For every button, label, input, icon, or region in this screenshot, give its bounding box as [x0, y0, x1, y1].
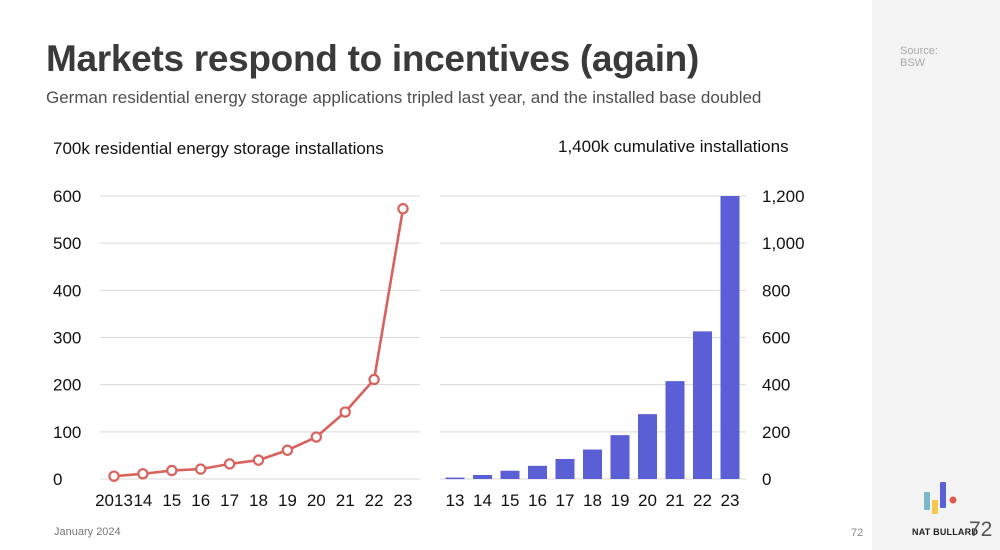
logo-dot-red	[949, 496, 957, 504]
logo-bar-teal	[924, 492, 930, 510]
line-chart-point	[166, 464, 178, 477]
page-subtitle: German residential energy storage applic…	[46, 88, 762, 107]
bar-chart-y-tick: 800	[762, 281, 790, 300]
line-chart-y-tick: 500	[53, 234, 81, 253]
bar-chart-x-tick: 17	[556, 491, 575, 510]
source-label: Source:	[900, 45, 938, 57]
line-chart-point	[223, 458, 236, 470]
line-chart-point	[137, 468, 149, 480]
bar-chart-x-tick: 22	[693, 491, 712, 510]
line-chart-point	[194, 463, 207, 475]
source-note: Source: BSW	[900, 45, 938, 69]
line-chart-point	[281, 444, 294, 456]
line-chart-x-tick: 2013	[95, 491, 133, 510]
bar-chart-bar	[473, 474, 492, 479]
bar-chart-x-tick: 16	[528, 491, 547, 510]
page-title: Markets respond to incentives (again)	[46, 38, 700, 79]
line-chart-title: 700k residential energy storage installa…	[53, 139, 384, 158]
bar-chart-bar	[583, 449, 602, 479]
bar-chart-x-tick: 15	[501, 491, 520, 510]
bar-chart-bar	[720, 196, 740, 479]
bar-chart-x-tick: 19	[611, 491, 630, 510]
bar-chart-x-tick: 21	[666, 491, 685, 510]
line-chart-x-tick: 23	[394, 491, 413, 510]
line-chart-y-tick: 0	[53, 470, 62, 489]
brand-name: NAT BULLARD	[912, 527, 979, 537]
bar-chart-y-tick: 200	[762, 423, 790, 442]
line-chart-point	[108, 470, 120, 482]
source-value: BSW	[900, 57, 926, 69]
bar-chart-bar	[693, 331, 712, 479]
line-chart-point	[397, 203, 409, 215]
line-chart-point	[252, 454, 265, 466]
bar-chart-bar	[500, 470, 520, 479]
line-chart-point	[368, 373, 380, 386]
bar-chart-bar	[665, 381, 685, 479]
logo-bar-blue	[940, 482, 946, 508]
line-chart-x-tick: 16	[191, 491, 210, 510]
line-chart-y-tick: 300	[53, 329, 81, 348]
brand-logo-icon	[924, 482, 957, 514]
line-chart-x-tick: 18	[249, 491, 268, 510]
line-chart-x-tick: 20	[307, 491, 326, 510]
line-chart-series-line	[113, 208, 405, 478]
bar-chart-bar	[445, 477, 465, 480]
footer-date: January 2024	[54, 526, 121, 538]
bar-chart-bar	[638, 414, 657, 479]
logo-bar-yellow	[932, 500, 938, 514]
line-chart-x-tick: 15	[162, 491, 181, 510]
bar-chart-x-tick: 14	[473, 491, 492, 510]
bar-chart-y-tick: 1,200	[762, 187, 805, 206]
bar-chart-x-tick: 18	[583, 491, 602, 510]
line-chart-y-tick: 400	[53, 281, 81, 300]
line-chart-x-tick: 17	[220, 491, 239, 510]
line-chart-x-tick: 19	[278, 491, 297, 510]
footer-page-number: 72	[851, 527, 864, 539]
line-chart-point	[339, 406, 351, 418]
bar-chart-title: 1,400k cumulative installations	[558, 137, 789, 156]
bar-chart-bar	[528, 465, 547, 479]
bar-chart-y-tick: 400	[762, 376, 790, 395]
bar-chart-y-tick: 1,000	[762, 234, 805, 253]
line-chart-y-tick: 200	[53, 376, 81, 395]
line-chart-x-tick: 14	[133, 491, 152, 510]
line-chart-point	[310, 431, 322, 443]
bar-chart-bar	[555, 458, 575, 479]
bar-chart-x-tick: 13	[446, 491, 465, 510]
slide-sidebar	[872, 0, 1000, 550]
bar-chart-x-tick: 20	[638, 491, 657, 510]
line-chart-y-tick: 600	[53, 187, 81, 206]
bar-chart-bar	[610, 435, 630, 479]
line-chart-x-tick: 22	[365, 491, 384, 510]
big-page-number: 72	[969, 518, 993, 541]
line-chart-x-tick: 21	[336, 491, 355, 510]
bar-chart-x-tick: 23	[721, 491, 740, 510]
line-chart-y-tick: 100	[53, 423, 81, 442]
bar-chart-y-tick: 600	[762, 329, 790, 348]
bar-chart-y-tick: 0	[762, 470, 771, 489]
